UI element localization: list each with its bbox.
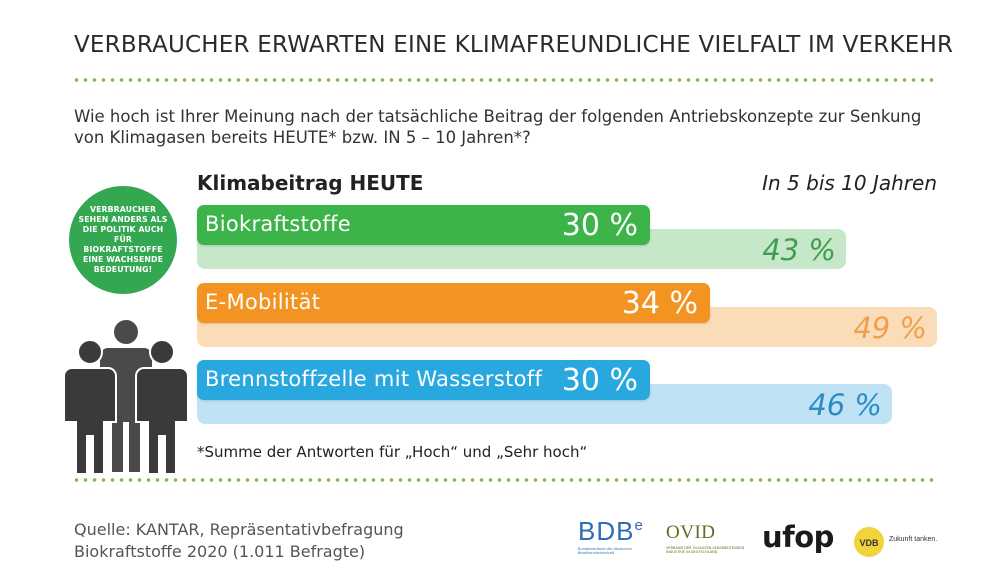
bar-future-value: 43 % [762,233,836,267]
ovid-logo-text: OVID [666,522,716,543]
series-label-today: Klimabeitrag HEUTE [197,171,424,195]
vdb-logo-claim: Zukunft tanken. [889,536,938,543]
source-citation: Quelle: KANTAR, Repräsentativbefragung B… [74,519,404,563]
dotted-divider-top [72,78,938,82]
bdbe-logo-subtitle: Bundesverband der deutschen Bioethanolwi… [578,547,632,555]
vdb-logo-circle-icon: VDB [854,527,884,557]
survey-question: Wie hoch ist Ihrer Meinung nach der tats… [74,107,922,147]
bar-category-label: Biokraftstoffe [205,212,351,236]
ufop-logo-text: ufop [762,520,834,554]
bar-today-value: 30 % [561,208,638,243]
bar-today: Biokraftstoffe 30 % [197,205,650,245]
people-icon [63,320,189,475]
bar-today-value: 30 % [561,363,638,398]
bar-category-label: Brennstoffzelle mit Wasserstoff [205,367,543,391]
bar-future-value: 49 % [853,311,927,345]
bdbe-logo: BDBe Bundesverband der deutschen Bioetha… [578,516,658,560]
bdbe-logo-sup: e [634,516,643,534]
page-title: VERBRAUCHER ERWARTEN EINE KLIMAFREUNDLIC… [74,32,954,58]
bar-today: Brennstoffzelle mit Wasserstoff 30 % [197,360,650,400]
ufop-logo: ufop [762,520,834,554]
series-label-future: In 5 bis 10 Jahren [762,171,937,195]
vdb-logo-text: VDB [859,538,879,548]
badge-text: VERBRAUCHER SEHEN ANDERS ALS DIE POLITIK… [78,205,168,274]
ovid-logo-subtitle: VERBAND DER ÖLSAATEN-VERARBEITENDEN INDU… [666,546,745,554]
bar-today: E-Mobilität 34 % [197,283,710,323]
info-badge: VERBRAUCHER SEHEN ANDERS ALS DIE POLITIK… [69,186,177,294]
bar-today-value: 34 % [621,286,698,321]
footnote: *Summe der Antworten für „Hoch“ und „Seh… [197,443,588,461]
ovid-logo: OVID VERBAND DER ÖLSAATEN-VERARBEITENDEN… [666,522,748,562]
bar-category-label: E-Mobilität [205,290,321,314]
source-line-2: Biokraftstoffe 2020 (1.011 Befragte) [74,542,366,561]
dotted-divider-bottom [72,478,938,482]
bdbe-logo-text: BDB [578,516,635,546]
bar-future-value: 46 % [808,388,882,422]
vdb-logo: VDB Zukunft tanken. [853,526,953,558]
source-line-1: Quelle: KANTAR, Repräsentativbefragung [74,520,404,539]
